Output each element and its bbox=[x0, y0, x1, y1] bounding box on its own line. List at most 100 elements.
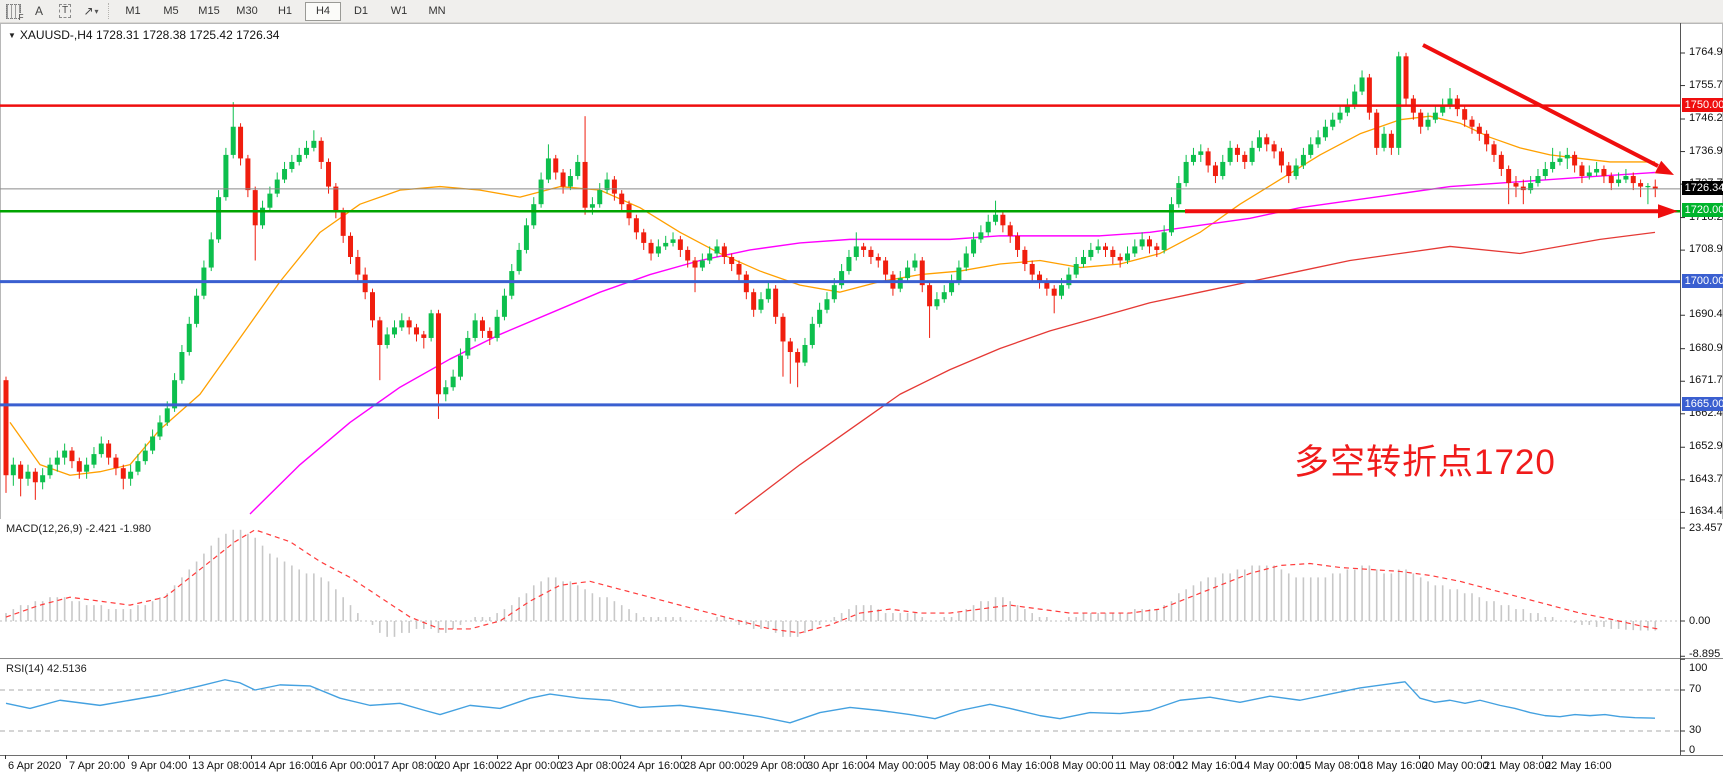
candle-body bbox=[575, 161, 581, 177]
timeframe-button-m5[interactable]: M5 bbox=[163, 4, 179, 17]
timeframe-button-m30[interactable]: M30 bbox=[236, 4, 258, 17]
candle-body bbox=[692, 260, 698, 268]
candle-body bbox=[1168, 204, 1174, 233]
candle-body bbox=[1550, 161, 1556, 169]
candle-body bbox=[1044, 281, 1050, 289]
candle-body bbox=[1088, 249, 1094, 257]
price-axis-tick: 1680.95 bbox=[1689, 341, 1723, 354]
candle-body bbox=[1293, 165, 1299, 177]
candle-body bbox=[1029, 264, 1035, 275]
candle-body bbox=[69, 450, 75, 462]
timeframe-button-m15[interactable]: M15 bbox=[198, 4, 220, 17]
candle-body bbox=[795, 352, 801, 363]
candle-body bbox=[1476, 126, 1482, 134]
candle-body bbox=[245, 158, 251, 191]
timeframe-button-m1[interactable]: M1 bbox=[125, 4, 141, 17]
text-label-icon[interactable]: T bbox=[52, 1, 78, 21]
candle-body bbox=[164, 408, 170, 423]
macd-signal-value: -1.980 bbox=[119, 523, 151, 535]
timeframe-button-h4[interactable]: H4 bbox=[305, 1, 341, 21]
timeframe-button-w1[interactable]: W1 bbox=[390, 4, 408, 17]
candle-body bbox=[391, 327, 397, 335]
candle-body bbox=[296, 154, 302, 162]
candle-body bbox=[128, 471, 134, 479]
candle-body bbox=[831, 285, 837, 300]
time-axis-label: 18 May 16:00 bbox=[1361, 760, 1428, 772]
candle-body bbox=[384, 334, 390, 345]
price-axis-tick: 1643.70 bbox=[1689, 472, 1723, 485]
time-axis-label: 6 Apr 2020 bbox=[8, 760, 62, 772]
candle-body bbox=[780, 316, 786, 342]
candle-body bbox=[1469, 119, 1475, 127]
candle-body bbox=[465, 337, 471, 356]
candle-body bbox=[1220, 161, 1226, 177]
symbol-timeframe-label: XAUUSD-,H4 bbox=[19, 28, 93, 42]
collapse-triangle-icon[interactable]: ▼ bbox=[8, 31, 16, 40]
candle-body bbox=[47, 464, 53, 476]
candle-body bbox=[721, 246, 727, 257]
candle-body bbox=[611, 179, 617, 194]
candle-body bbox=[1542, 168, 1548, 177]
candle-body bbox=[311, 140, 317, 148]
rsi-line bbox=[5, 679, 1656, 724]
ohlc-values: 1728.31 1728.38 1725.42 1726.34 bbox=[95, 28, 280, 42]
candle-body bbox=[978, 232, 984, 240]
candle-body bbox=[1616, 179, 1622, 184]
candle-body bbox=[912, 260, 918, 268]
candle-body bbox=[1425, 119, 1431, 127]
candle-body bbox=[633, 218, 639, 233]
chart-symbol-header[interactable]: ▼ XAUUSD-,H4 1728.31 1728.38 1725.42 1726… bbox=[8, 28, 279, 42]
time-axis-label: 9 Apr 04:00 bbox=[131, 760, 188, 772]
candle-body bbox=[1271, 144, 1277, 152]
candle-body bbox=[589, 204, 595, 208]
candle-body bbox=[787, 341, 793, 353]
candle-body bbox=[868, 249, 874, 257]
candle-body bbox=[267, 193, 273, 208]
candle-body bbox=[494, 316, 500, 338]
candle-body bbox=[846, 256, 852, 272]
time-axis-label: 13 Apr 08:00 bbox=[192, 760, 255, 772]
candle-body bbox=[3, 380, 9, 476]
candle-body bbox=[230, 126, 236, 155]
chart-text-annotation[interactable]: 多空转折点1720 bbox=[1294, 443, 1556, 482]
candle-body bbox=[1586, 172, 1592, 177]
candle-body bbox=[1623, 176, 1629, 180]
profile-grid-icon[interactable]: F bbox=[0, 1, 26, 22]
draw-objects-icon[interactable]: ↗ ▾ bbox=[83, 4, 99, 18]
candle-body bbox=[487, 330, 493, 338]
candle-body bbox=[1081, 256, 1087, 265]
timeframe-button-h1[interactable]: H1 bbox=[277, 4, 293, 17]
candle-body bbox=[1022, 249, 1028, 265]
candle-body bbox=[1234, 147, 1240, 155]
candle-body bbox=[1183, 161, 1189, 184]
rsi-axis-0: 0 bbox=[1689, 744, 1696, 756]
candle-body bbox=[186, 323, 192, 353]
candle-body bbox=[993, 214, 999, 222]
candle-body bbox=[509, 271, 515, 296]
time-axis-label: 30 Apr 16:00 bbox=[807, 760, 870, 772]
timeframe-button-mn[interactable]: MN bbox=[428, 4, 446, 17]
candle-body bbox=[172, 380, 178, 409]
rsi-axis-70: 70 bbox=[1689, 683, 1702, 695]
candle-body bbox=[457, 355, 463, 377]
candle-body bbox=[113, 457, 119, 469]
candle-body bbox=[362, 274, 368, 293]
candle-body bbox=[1498, 154, 1504, 169]
candle-body bbox=[1103, 246, 1108, 250]
candle-body bbox=[1506, 168, 1512, 184]
candle-body bbox=[150, 436, 156, 451]
time-axis-label: 6 May 16:00 bbox=[992, 760, 1053, 772]
timeframe-button-d1[interactable]: D1 bbox=[353, 4, 369, 17]
candle-body bbox=[677, 239, 683, 250]
candle-body bbox=[1366, 77, 1372, 113]
candle-body bbox=[707, 253, 713, 261]
candle-body bbox=[1528, 183, 1534, 191]
candle-body bbox=[641, 232, 647, 243]
descending-trendline[interactable] bbox=[1422, 43, 1659, 168]
candle-body bbox=[120, 468, 126, 479]
cursor-icon[interactable]: A bbox=[34, 4, 43, 18]
candle-body bbox=[260, 207, 266, 226]
price-line-label-1720.00: 1720.00 bbox=[1682, 203, 1723, 218]
price-axis-tick: 1690.45 bbox=[1689, 308, 1723, 321]
